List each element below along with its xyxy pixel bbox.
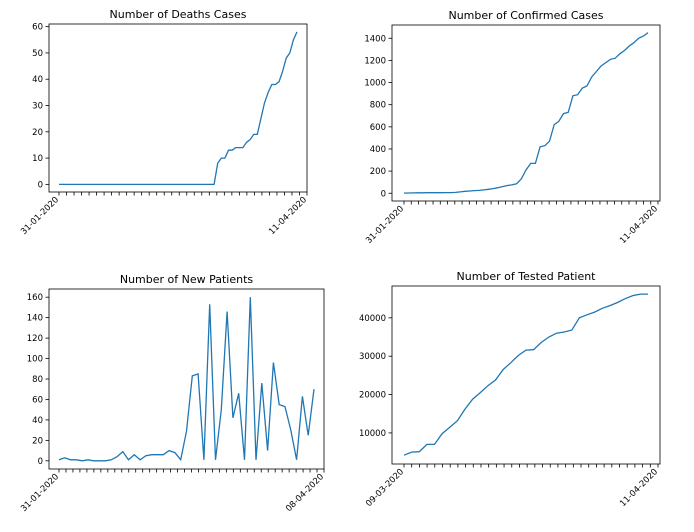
confirmed-title: Number of Confirmed Cases xyxy=(448,9,603,22)
confirmed-chart: Number of Confirmed Cases 0 200 400 600 800 10… xyxy=(364,9,661,246)
confirmed-x-tick-label: 11-04-2020 xyxy=(618,204,660,246)
new-patients-y-tick-label: 40 xyxy=(32,416,43,426)
tested-title: Number of Tested Patient xyxy=(457,270,597,283)
new-patients-y-tick-label: 120 xyxy=(27,334,43,344)
tested-y-tick-label: 10000 xyxy=(359,429,386,439)
confirmed-y-tick-label: 0 xyxy=(381,189,386,199)
new-patients-series-line xyxy=(58,297,315,462)
confirmed-y-tick-label: 600 xyxy=(370,123,386,133)
confirmed-axes xyxy=(391,24,661,202)
new-patients-title: Number of New Patients xyxy=(120,273,254,286)
confirmed-y-tick-label: 1400 xyxy=(364,34,386,44)
deaths-y-tick-label: 50 xyxy=(32,49,43,59)
new-patients-chart: Number of New Patients 0 20 40 60 80 100 120 140… xyxy=(19,273,326,514)
deaths-title: Number of Deaths Cases xyxy=(110,8,247,21)
deaths-chart: Number of Deaths Cases 0 10 20 30 40 50 60 31-01… xyxy=(19,8,309,237)
deaths-axes xyxy=(48,23,308,193)
new-patients-x-tick-label: 08-04-2020 xyxy=(284,472,326,514)
deaths-x-tick-label: 11-04-2020 xyxy=(267,195,309,237)
new-patients-y-tick-label: 20 xyxy=(32,436,43,446)
deaths-y-tick-label: 10 xyxy=(32,154,43,164)
tested-x-tick-label: 09-03-2020 xyxy=(364,467,406,509)
deaths-y-tick-label: 0 xyxy=(38,180,43,190)
deaths-y-tick-label: 60 xyxy=(32,23,43,33)
tested-y-tick-label: 20000 xyxy=(359,391,386,401)
deaths-y-tick-label: 20 xyxy=(32,128,43,138)
deaths-series-line xyxy=(59,31,298,186)
confirmed-y-tick-label: 400 xyxy=(370,145,386,155)
confirmed-x-tick-label: 31-01-2020 xyxy=(364,204,406,246)
confirmed-y-tick-label: 200 xyxy=(370,167,386,177)
new-patients-y-tick-label: 140 xyxy=(27,314,43,324)
tested-axes xyxy=(391,285,661,465)
new-patients-y-tick-label: 60 xyxy=(32,395,43,405)
confirmed-y-tick-label: 1000 xyxy=(364,79,386,89)
confirmed-series-line xyxy=(403,32,649,194)
tested-series-line xyxy=(403,293,648,456)
confirmed-y-tick-label: 1200 xyxy=(364,56,386,66)
deaths-y-tick-label: 30 xyxy=(32,102,43,112)
new-patients-y-tick-label: 0 xyxy=(38,457,43,467)
tested-y-tick-label: 30000 xyxy=(359,352,386,362)
tested-y-tick-label: 40000 xyxy=(359,314,386,324)
deaths-x-tick-label: 31-01-2020 xyxy=(19,195,61,237)
new-patients-x-tick-label: 31-01-2020 xyxy=(19,472,61,514)
tested-chart: Number of Tested Patient 10000 20000 30000 4… xyxy=(359,270,661,509)
new-patients-y-tick-label: 100 xyxy=(27,355,43,365)
tested-x-tick-label: 11-04-2020 xyxy=(618,467,660,509)
new-patients-y-tick-label: 80 xyxy=(32,375,43,385)
deaths-y-tick-label: 40 xyxy=(32,75,43,85)
confirmed-y-tick-label: 800 xyxy=(370,101,386,111)
new-patients-axes xyxy=(48,288,325,470)
new-patients-y-tick-label: 160 xyxy=(27,293,43,303)
